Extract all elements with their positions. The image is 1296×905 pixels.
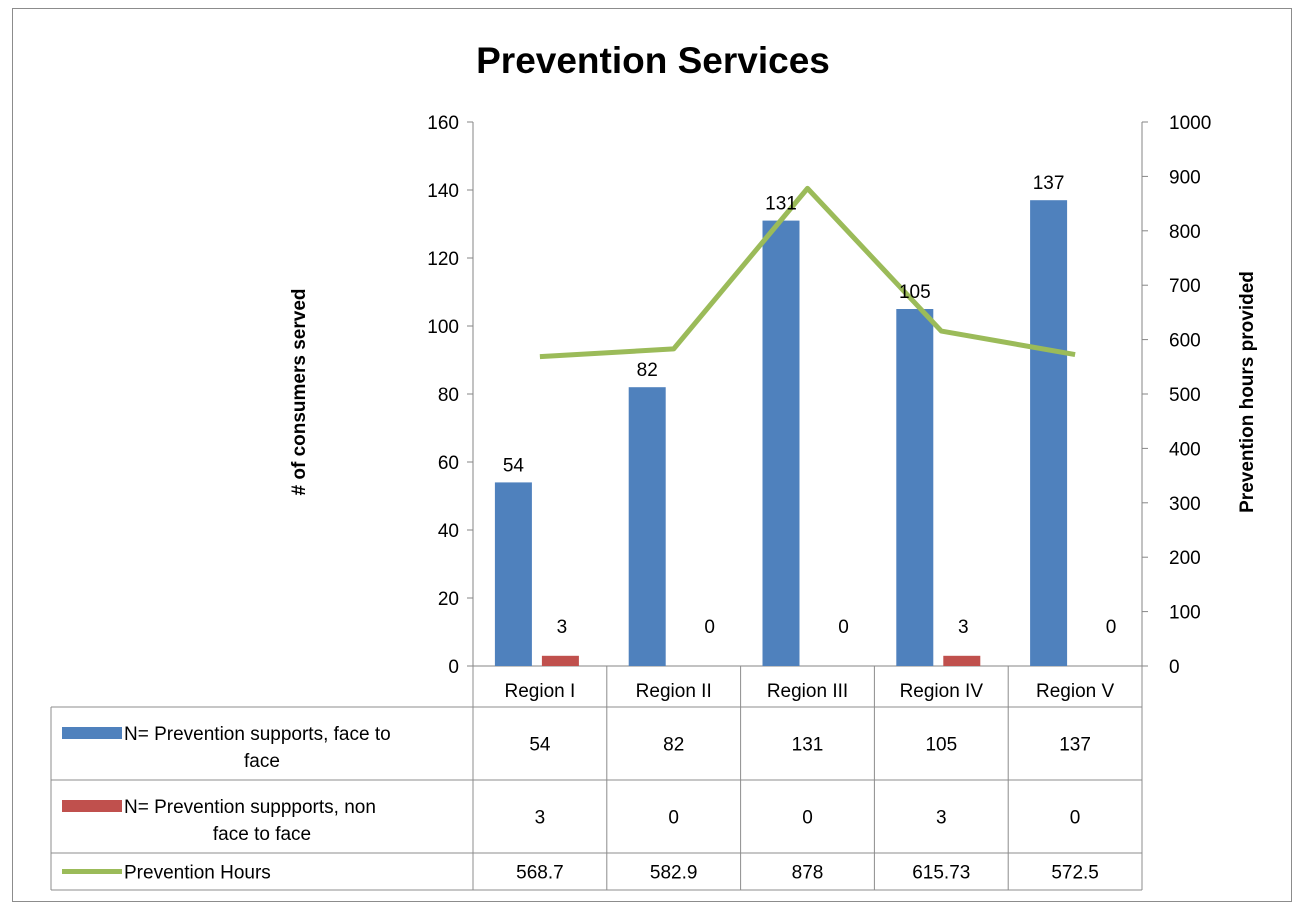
bar-face-to-face bbox=[896, 309, 934, 666]
table-cell-value: 82 bbox=[663, 735, 684, 756]
y-tick-label: 80 bbox=[438, 385, 459, 406]
table-cell-value: 568.7 bbox=[516, 863, 564, 884]
legend-key bbox=[62, 800, 122, 812]
table-cell-value: 3 bbox=[936, 808, 947, 829]
y-axis-label: # of consumers served bbox=[289, 289, 310, 496]
table-cell-value: 0 bbox=[802, 808, 813, 829]
y2-tick-label: 900 bbox=[1169, 167, 1201, 188]
y2-tick-label: 200 bbox=[1169, 548, 1201, 569]
table-cell-value: 615.73 bbox=[912, 863, 970, 884]
x-tick-label: Region V bbox=[1036, 681, 1114, 702]
y2-tick-label: 300 bbox=[1169, 494, 1201, 515]
bar-non-face-to-face bbox=[943, 655, 981, 666]
x-tick-label: Region II bbox=[636, 681, 712, 702]
bar-data-label: 0 bbox=[838, 617, 849, 638]
legend-label: face to face bbox=[213, 824, 311, 845]
y2-tick-label: 0 bbox=[1169, 657, 1180, 678]
bar-data-label: 131 bbox=[765, 194, 797, 215]
y-tick-label: 120 bbox=[427, 249, 459, 270]
table-cell-value: 572.5 bbox=[1051, 863, 1099, 884]
data-table: Region I Region II Region III Region IV Regi… bbox=[50, 666, 1143, 891]
table-cell-value: 105 bbox=[925, 735, 957, 756]
legend-label: Prevention Hours bbox=[124, 863, 271, 884]
bar-face-to-face bbox=[1030, 200, 1068, 666]
y-tick-label: 20 bbox=[438, 589, 459, 610]
table-cell-value: 3 bbox=[535, 808, 546, 829]
table-cell-value: 0 bbox=[1070, 808, 1081, 829]
table-cell-value: 131 bbox=[792, 735, 824, 756]
bar-data-label: 0 bbox=[1106, 617, 1117, 638]
table-cell-value: 54 bbox=[529, 735, 551, 756]
legend-label: N= Prevention suppports, non bbox=[124, 797, 376, 818]
bar-data-label: 137 bbox=[1033, 173, 1065, 194]
y2-tick-label: 400 bbox=[1169, 439, 1201, 460]
bar-data-label: 82 bbox=[637, 360, 658, 381]
line-prevention-hours bbox=[539, 185, 1076, 360]
table-cell-value: 582.9 bbox=[650, 863, 698, 884]
x-tick-label: Region III bbox=[767, 681, 848, 702]
bar-data-label: 105 bbox=[899, 282, 931, 303]
x-tick-label: Region IV bbox=[900, 681, 984, 702]
y-tick-label: 100 bbox=[427, 317, 459, 338]
table-cell-value: 878 bbox=[792, 863, 824, 884]
y-tick-label: 60 bbox=[438, 453, 459, 474]
y-tick-label: 160 bbox=[427, 113, 459, 134]
y2-tick-label: 600 bbox=[1169, 331, 1201, 352]
y-tick-label: 0 bbox=[448, 657, 459, 678]
line-series bbox=[539, 185, 1076, 360]
bar-data-label: 3 bbox=[557, 617, 568, 638]
y2-tick-label: 800 bbox=[1169, 222, 1201, 243]
bars bbox=[494, 200, 1068, 666]
bar-data-label: 54 bbox=[503, 455, 525, 476]
legend-label: face bbox=[244, 751, 280, 772]
chart-title: Prevention Services bbox=[476, 40, 830, 81]
table-cell-value: 0 bbox=[668, 808, 679, 829]
bar-non-face-to-face bbox=[541, 655, 579, 666]
y2-tick-label: 700 bbox=[1169, 276, 1201, 297]
bar-data-label: 0 bbox=[704, 617, 715, 638]
bar-face-to-face bbox=[494, 482, 532, 666]
y-tick-label: 140 bbox=[427, 181, 459, 202]
y2-tick-label: 100 bbox=[1169, 603, 1201, 624]
legend-label: N= Prevention supports, face to bbox=[124, 724, 391, 745]
data-labels: 54 82 131 105 137 3 0 0 3 0 bbox=[503, 173, 1117, 638]
bar-face-to-face bbox=[762, 220, 800, 666]
table-cell-value: 137 bbox=[1059, 735, 1091, 756]
x-tick-label: Region I bbox=[505, 681, 576, 702]
y-tick-label: 40 bbox=[438, 521, 459, 542]
bar-face-to-face bbox=[628, 387, 666, 666]
y2-tick-label: 500 bbox=[1169, 385, 1201, 406]
y2-axis-label: Prevention hours provided bbox=[1237, 271, 1258, 513]
legend-key bbox=[62, 727, 122, 739]
axes: 0204060801001201401600100200300400500600… bbox=[427, 113, 1211, 678]
bar-data-label: 3 bbox=[958, 617, 969, 638]
y2-tick-label: 1000 bbox=[1169, 113, 1211, 134]
